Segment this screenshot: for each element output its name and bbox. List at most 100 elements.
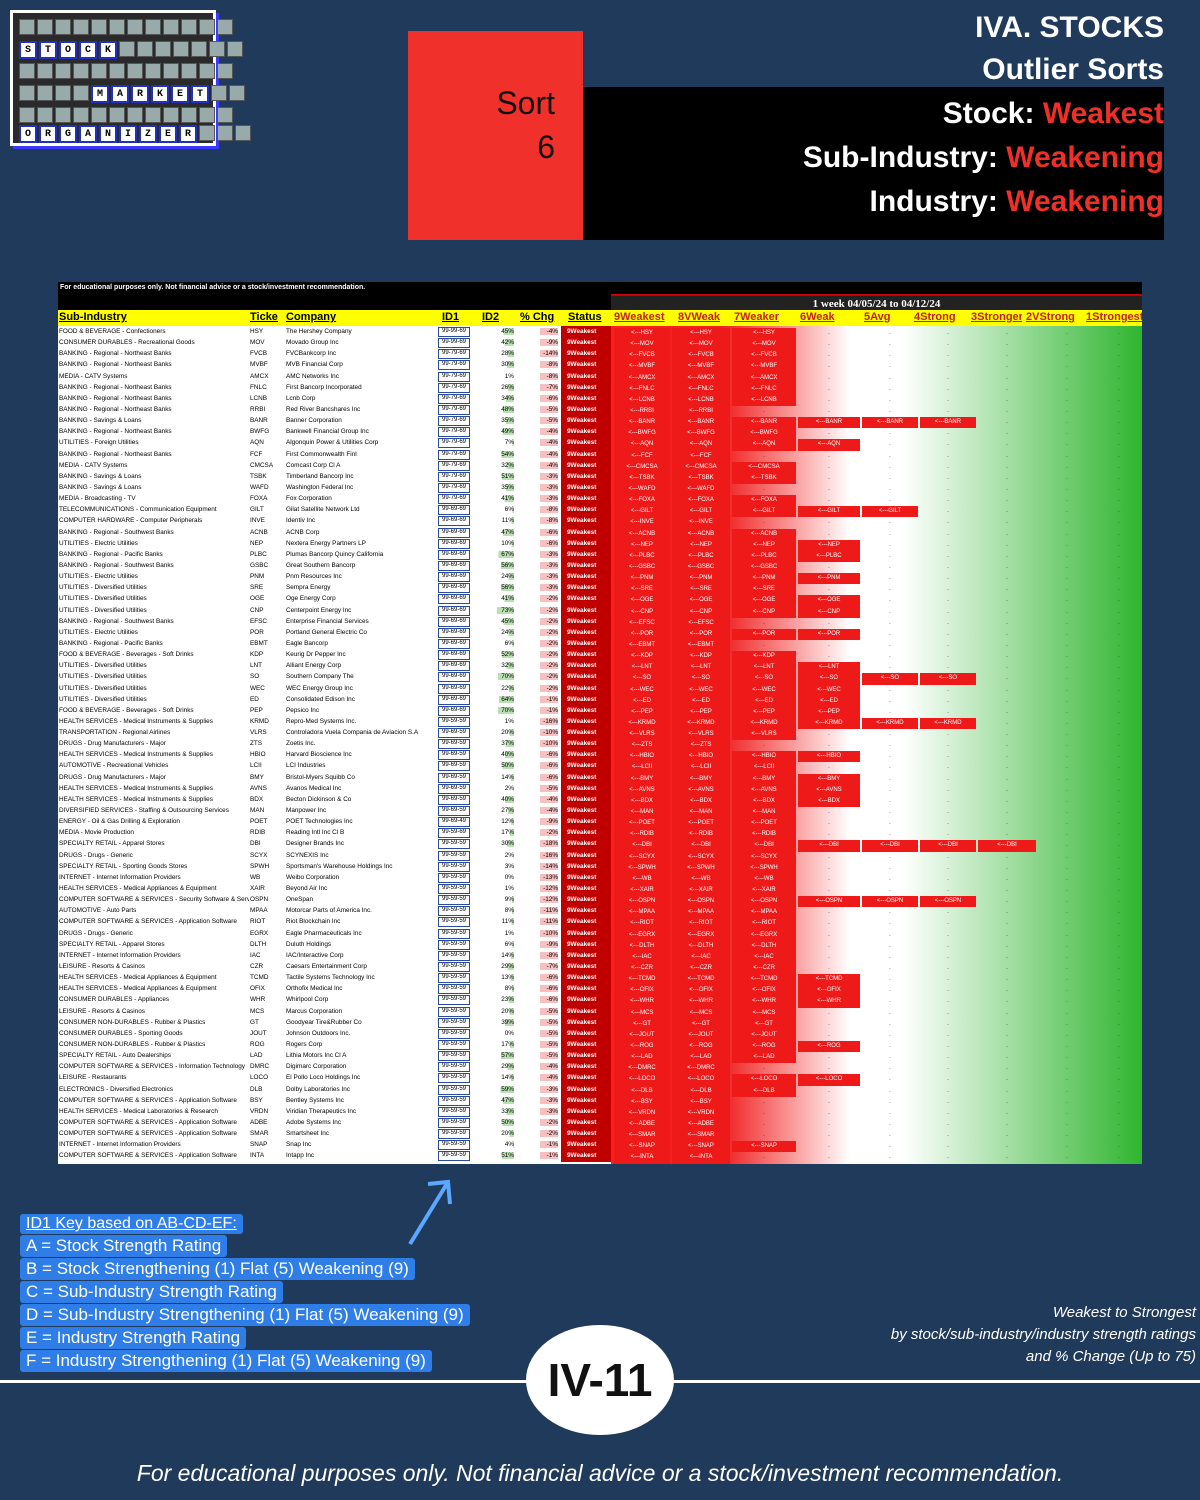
table-row[interactable]: DRUGS - Drug Manufacturers - Major BMY Bri… <box>58 771 1142 785</box>
column-header[interactable]: 1Strongest <box>1086 311 1142 323</box>
table-row[interactable]: SPECIALTY RETAIL - Apparel Stores DLTH Dul… <box>58 938 1142 952</box>
table-row[interactable]: DRUGS - Drugs - Generic SCYX SCYNEXIS Inc 9… <box>58 849 1142 863</box>
table-row[interactable]: UTILITIES - Diversified Utilities SO South… <box>58 671 1142 685</box>
table-row[interactable]: UTILITIES - Foreign Utilities AQN Algonqui… <box>58 437 1142 451</box>
table-row[interactable]: AUTOMOTIVE - Auto Parts MPAA Motorcar Part… <box>58 905 1142 919</box>
table-row[interactable]: UTILITIES - Diversified Utilities SRE Semp… <box>58 582 1142 596</box>
empty-marker: . <box>889 887 891 894</box>
table-row[interactable]: LEISURE - Resorts & Casinos CZR Caesars En… <box>58 961 1142 975</box>
column-header[interactable]: 3Stronger <box>971 311 1022 323</box>
table-row[interactable]: COMPUTER SOFTWARE & SERVICES - Informati… <box>58 1061 1142 1075</box>
table-row[interactable]: DRUGS - Drugs - Generic EGRX Eagle Pharmac… <box>58 927 1142 941</box>
table-row[interactable]: HEALTH SERVICES - Medical Instruments & … <box>58 749 1142 763</box>
table-row[interactable]: BANKING - Regional - Southwest Banks ACNB… <box>58 526 1142 540</box>
table-row[interactable]: COMPUTER SOFTWARE & SERVICES - Applicati… <box>58 916 1142 930</box>
table-row[interactable]: CONSUMER DURABLES - Appliances WHR Whirlpo… <box>58 994 1142 1008</box>
table-row[interactable]: ENERGY - Oil & Gas Drilling & Exploratio… <box>58 816 1142 830</box>
table-row[interactable]: FOOD & BEVERAGE - Confectioners HSY The He… <box>58 326 1142 340</box>
column-header[interactable]: 8VWeak <box>678 311 720 323</box>
table-row[interactable]: SPECIALTY RETAIL - Sporting Goods Stores… <box>58 860 1142 874</box>
table-row[interactable]: BANKING - Regional - Northeast Banks FVCB… <box>58 348 1142 362</box>
logo-letter-tile <box>199 125 215 141</box>
table-row[interactable]: LEISURE - Restaurants LOCO El Pollo Loco H… <box>58 1072 1142 1086</box>
column-header[interactable]: Sub-Industry <box>59 311 127 323</box>
table-row[interactable]: BANKING - Regional - Southwest Banks EFSC… <box>58 615 1142 629</box>
table-row[interactable]: SPECIALTY RETAIL - Apparel Stores DBI Desi… <box>58 838 1142 852</box>
table-row[interactable]: DIVERSIFIED SERVICES - Staffing & Outsou… <box>58 805 1142 819</box>
column-header[interactable]: 7Weaker <box>734 311 780 323</box>
table-row[interactable]: COMPUTER HARDWARE - Computer Peripherals… <box>58 515 1142 529</box>
table-row[interactable]: MEDIA - Movie Production RDIB Reading Intl… <box>58 827 1142 841</box>
table-row[interactable]: DRUGS - Drug Manufacturers - Major ZTS Zoe… <box>58 738 1142 752</box>
table-row[interactable]: HEALTH SERVICES - Medical Appliances & E… <box>58 883 1142 897</box>
table-row[interactable]: MEDIA - CATV Systems AMCX AMC Networks Inc… <box>58 370 1142 384</box>
logo-letter-tile: Z <box>139 125 157 143</box>
table-row[interactable]: HEALTH SERVICES - Medical Instruments & … <box>58 793 1142 808</box>
table-row[interactable]: HEALTH SERVICES - Medical Appliances & E… <box>58 972 1142 986</box>
column-header[interactable]: ID2 <box>482 311 500 323</box>
pct-change-cell: -1% <box>518 695 558 703</box>
table-row[interactable]: COMPUTER SOFTWARE & SERVICES - Security … <box>58 894 1142 908</box>
table-row[interactable]: SPECIALTY RETAIL - Auto Dealerships LAD Li… <box>58 1050 1142 1064</box>
table-row[interactable]: UTILITIES - Electric Utilities NEP Nextera… <box>58 537 1142 551</box>
table-row[interactable]: MEDIA - CATV Systems CMCSA Comcast Corp Cl… <box>58 459 1142 473</box>
table-row[interactable]: ELECTRONICS - Diversified Electronics DLB… <box>58 1083 1142 1097</box>
table-row[interactable]: INTERNET - Internet Information Provider… <box>58 949 1142 964</box>
table-row[interactable]: UTILITIES - Diversified Utilities CNP Cent… <box>58 604 1142 618</box>
table-row[interactable]: HEALTH SERVICES - Medical Instruments & … <box>58 715 1142 730</box>
table-row[interactable]: MEDIA - Broadcasting - TV FOXA Fox Corpora… <box>58 493 1142 507</box>
table-row[interactable]: HEALTH SERVICES - Medical Instruments & … <box>58 782 1142 796</box>
table-row[interactable]: UTILITIES - Electric Utilities POR Portlan… <box>58 626 1142 640</box>
table-row[interactable]: HEALTH SERVICES - Medical Appliances & E… <box>58 983 1142 997</box>
table-row[interactable]: CONSUMER NON-DURABLES - Rubber & Plastic… <box>58 1016 1142 1030</box>
column-header[interactable]: 5Avg <box>864 311 891 323</box>
table-row[interactable]: UTILITIES - Diversified Utilities OGE Oge … <box>58 593 1142 607</box>
table-row[interactable]: COMPUTER SOFTWARE & SERVICES - Applicati… <box>58 1150 1142 1164</box>
table-row[interactable]: UTILITIES - Diversified Utilities WEC WEC … <box>58 682 1142 696</box>
table-row[interactable]: AUTOMOTIVE - Recreational Vehicles LCII LC… <box>58 760 1142 774</box>
company-cell: Caesars Entertainment Corp <box>286 963 367 971</box>
table-row[interactable]: BANKING - Regional - Pacific Banks PLBC Pl… <box>58 548 1142 562</box>
table-row[interactable]: CONSUMER NON-DURABLES - Rubber & Plastic… <box>58 1039 1142 1053</box>
table-row[interactable]: BANKING - Regional - Southwest Banks GSBC… <box>58 559 1142 574</box>
table-row[interactable]: BANKING - Regional - Northeast Banks MVBF… <box>58 359 1142 373</box>
table-row[interactable]: CONSUMER DURABLES - Sporting Goods JOUT Jo… <box>58 1027 1142 1041</box>
table-row[interactable]: COMPUTER SOFTWARE & SERVICES - Applicati… <box>58 1094 1142 1108</box>
strength-marker: <---EGRX <box>672 929 730 941</box>
table-row[interactable]: BANKING - Savings & Loans WAFD Washington … <box>58 481 1142 496</box>
table-row[interactable]: TRANSPORTATION - Regional Airlines VLRS Co… <box>58 727 1142 741</box>
sub-industry-cell: BANKING - Regional - Northeast Banks <box>59 394 172 402</box>
column-header[interactable]: Ticke <box>250 311 278 323</box>
table-row[interactable]: TELECOMMUNICATIONS - Communication Equip… <box>58 504 1142 518</box>
column-header[interactable]: ID1 <box>442 311 460 323</box>
column-header[interactable]: 2VStrong <box>1026 311 1075 323</box>
table-row[interactable]: BANKING - Regional - Northeast Banks RRBI… <box>58 403 1142 418</box>
table-row[interactable]: BANKING - Regional - Pacific Banks EBMT Ea… <box>58 637 1142 652</box>
table-row[interactable]: LEISURE - Resorts & Casinos MCS Marcus Cor… <box>58 1005 1142 1019</box>
table-row[interactable]: HEALTH SERVICES - Medical Laboratories &… <box>58 1105 1142 1119</box>
table-row[interactable]: COMPUTER SOFTWARE & SERVICES - Applicati… <box>58 1128 1142 1142</box>
id2-cell: 14% <box>472 951 514 959</box>
table-row[interactable]: BANKING - Regional - Northeast Banks BWFG… <box>58 426 1142 440</box>
table-row[interactable]: INTERNET - Internet Information Provider… <box>58 871 1142 886</box>
table-row[interactable]: CONSUMER DURABLES - Recreational Goods MO… <box>58 337 1142 351</box>
column-header[interactable]: 9Weakest <box>614 311 665 323</box>
table-row[interactable]: BANKING - Savings & Loans TSBK Timberland … <box>58 470 1142 484</box>
table-row[interactable]: BANKING - Regional - Northeast Banks FCF F… <box>58 448 1142 462</box>
table-row[interactable]: BANKING - Regional - Northeast Banks FNLC… <box>58 381 1142 395</box>
table-row[interactable]: FOOD & BEVERAGE - Beverages - Soft Drink… <box>58 649 1142 663</box>
column-header[interactable]: Status <box>568 311 602 323</box>
table-row[interactable]: UTILITIES - Diversified Utilities ED Conso… <box>58 693 1142 707</box>
column-header[interactable]: 4Strong <box>914 311 956 323</box>
column-header[interactable]: 6Weak <box>800 311 835 323</box>
table-row[interactable]: UTILITIES - Diversified Utilities LNT Alli… <box>58 660 1142 674</box>
column-header[interactable]: Company <box>286 311 337 323</box>
table-row[interactable]: INTERNET - Internet Information Provider… <box>58 1139 1142 1153</box>
table-row[interactable]: BANKING - Savings & Loans BANR Banner Corp… <box>58 415 1142 429</box>
table-row[interactable]: BANKING - Regional - Northeast Banks LCNB… <box>58 392 1142 406</box>
table-row[interactable]: COMPUTER SOFTWARE & SERVICES - Applicati… <box>58 1116 1142 1131</box>
column-header[interactable]: % Chg <box>520 311 555 323</box>
pct-change-cell: -3% <box>518 472 558 480</box>
table-row[interactable]: UTILITIES - Electric Utilities PNM Pnm Res… <box>58 571 1142 585</box>
table-row[interactable]: FOOD & BEVERAGE - Beverages - Soft Drink… <box>58 704 1142 718</box>
